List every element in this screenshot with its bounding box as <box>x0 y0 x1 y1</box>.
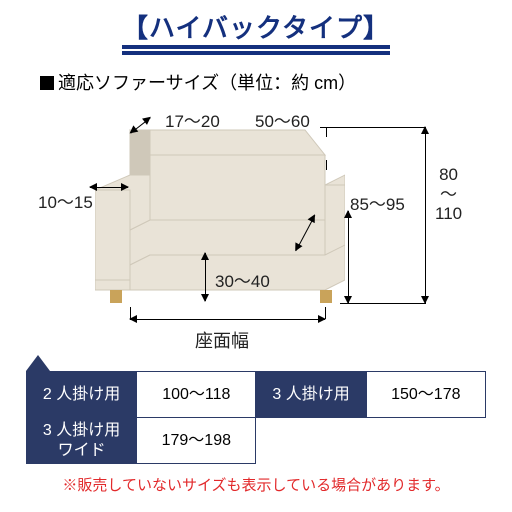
dim-arrow <box>205 253 206 301</box>
triangle-pointer-icon <box>26 355 50 371</box>
banner: 【ハイバックタイプ】 <box>0 0 512 63</box>
dim-seat-height: 30～40 <box>215 267 270 292</box>
subtitle: 適応ソファーサイズ（単位：約 cm） <box>0 63 512 95</box>
seat-width-arrow <box>130 319 325 320</box>
dim-tick <box>340 303 426 304</box>
table-pointer <box>26 355 486 371</box>
table-cell: 179～198 <box>137 418 256 464</box>
dim-tick <box>320 127 426 128</box>
seat-width-label: 座面幅 <box>195 327 249 353</box>
subtitle-unit: （単位：約 cm） <box>219 73 356 93</box>
subtitle-main: 適応ソファーサイズ <box>58 73 219 93</box>
table-cell: 150～178 <box>366 372 485 418</box>
table-header: 3 人掛け用 <box>256 372 366 418</box>
dim-tick <box>326 127 327 137</box>
table-header: 2 人掛け用 <box>27 372 137 418</box>
dim-overall-height: 80〜110 <box>435 165 462 224</box>
sofa-diagram: 10～15 17～20 50～60 30～40 85～95 80〜110 座面幅 <box>0 95 512 355</box>
dim-tick <box>325 307 326 319</box>
dim-arrow <box>425 127 426 303</box>
dim-tick <box>326 160 327 170</box>
dim-arm-height: 85～95 <box>350 190 405 215</box>
table-header: 3 人掛け用ワイド <box>27 418 137 464</box>
dim-tick <box>130 307 131 319</box>
dim-arrow <box>90 187 128 188</box>
dim-seat-depth: 50～60 <box>255 107 310 132</box>
banner-title: 【ハイバックタイプ】 <box>122 8 390 55</box>
dim-arrow <box>348 211 349 303</box>
dim-arm-top: 10～15 <box>38 188 93 213</box>
square-bullet-icon <box>40 76 54 90</box>
table-cell: 100～118 <box>137 372 256 418</box>
size-table: 2 人掛け用100～1183 人掛け用150～178 3 人掛け用ワイド179～1… <box>26 371 486 464</box>
dim-back-top: 17～20 <box>165 107 220 132</box>
footnote: ※販売していないサイズも表示している場合があります。 <box>0 464 512 495</box>
